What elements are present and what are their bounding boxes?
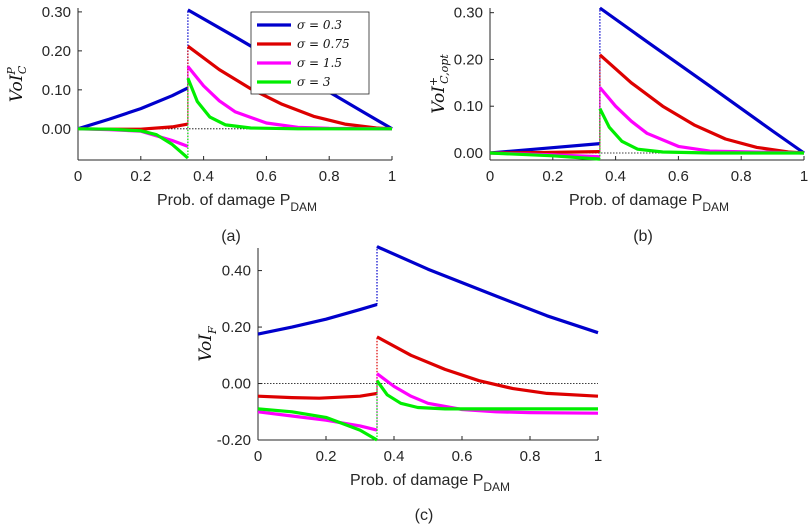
series-sigma-3 <box>77 77 392 160</box>
y-axis-label: VoIPC <box>5 65 29 102</box>
x-tick-label: 0 <box>254 448 262 465</box>
series-line-right <box>376 372 599 415</box>
y-tick-label: 0.10 <box>42 82 71 99</box>
panel-caption: (b) <box>633 228 653 245</box>
x-tick-label: 1 <box>594 448 602 465</box>
y-tick-label: 0.00 <box>222 376 251 393</box>
series-line-left <box>257 302 378 336</box>
panel-b: 0 0.2 0.4 0.6 0.8 1 0.00 0.10 0.20 0.30 Prob. of d… <box>427 5 808 245</box>
x-axis-label-sub: DAM <box>290 200 317 214</box>
series-sigma-3 <box>257 379 598 442</box>
x-tick-label: 0.4 <box>193 168 214 185</box>
x-tick-label: 1 <box>388 168 396 185</box>
x-tick-label: 0.8 <box>731 168 752 185</box>
x-tick-label: 0.2 <box>542 168 563 185</box>
series-line-right <box>375 379 598 411</box>
panel-caption: (a) <box>221 228 241 245</box>
y-tick-label: 0.20 <box>454 51 483 68</box>
y-tick-label: 0.20 <box>222 319 251 336</box>
legend-entry: σ = 0.75 <box>297 37 350 51</box>
x-tick-label: 0.8 <box>319 168 340 185</box>
series-line-right <box>598 107 804 155</box>
x-tick-label: 0.2 <box>130 168 151 185</box>
series-line-left <box>77 86 189 131</box>
panel-c: 0 0.2 0.4 0.6 0.8 1 -0.20 0.00 0.20 0.40 Prob. of … <box>196 245 602 524</box>
series-line-right <box>376 245 599 335</box>
x-tick-label: 0.4 <box>384 448 405 465</box>
legend: σ = 0.3 σ = 0.75 σ = 1.5 σ = 3 <box>250 11 370 95</box>
series-line-right <box>186 77 392 131</box>
series-line-left <box>77 127 189 160</box>
series-line-right <box>598 6 805 155</box>
series-line-right <box>376 335 599 398</box>
panel-caption: (c) <box>415 507 434 524</box>
series-sigma-3 <box>489 107 804 161</box>
series-line-left <box>257 391 378 400</box>
series-line-left <box>257 410 378 432</box>
x-axis-label-sub: DAM <box>702 200 729 214</box>
x-tick-label: 0.6 <box>668 168 689 185</box>
series-line-left <box>257 407 378 442</box>
series-sigma-1-5 <box>257 372 599 432</box>
panel-a: 0 0.2 0.4 0.6 0.8 1 0.00 0.10 0.20 0.30 Prob. of d… <box>5 4 396 245</box>
series-line-right <box>598 86 805 155</box>
x-tick-label: 0 <box>74 168 82 185</box>
y-axis-label-base: VoI <box>196 334 216 362</box>
x-axis-label: Prob. of damage PDAM <box>569 192 729 214</box>
y-tick-label: 0.30 <box>42 4 71 21</box>
legend-entry: σ = 1.5 <box>297 56 342 70</box>
series-sigma-0-75 <box>257 335 599 400</box>
series-sigma-0-75 <box>489 53 805 155</box>
x-tick-label: 0.2 <box>316 448 337 465</box>
y-axis-label: VoIF <box>196 326 219 362</box>
x-axis-label: Prob. of damage PDAM <box>350 472 510 494</box>
x-axis-label-main: Prob. of damage P <box>569 192 702 209</box>
x-axis-label: Prob. of damage PDAM <box>157 192 317 214</box>
series-line-left <box>489 151 601 161</box>
x-axis-label-main: Prob. of damage P <box>157 192 290 209</box>
x-tick-label: 1 <box>800 168 808 185</box>
y-axis-label-sub: F <box>206 326 219 335</box>
x-axis-label-sub: DAM <box>483 480 510 494</box>
y-axis-label-sub: C,opt <box>438 54 451 84</box>
y-axis-label: VoI+C,opt <box>427 54 451 114</box>
y-tick-label: 0.30 <box>454 5 483 22</box>
x-axis-label-main: Prob. of damage P <box>350 472 483 489</box>
y-axis-label-base: VoI <box>7 74 27 102</box>
y-tick-label: 0.00 <box>454 145 483 162</box>
y-tick-label: 0.40 <box>222 263 251 280</box>
legend-entry: σ = 3 <box>297 75 331 89</box>
x-tick-label: 0 <box>486 168 494 185</box>
y-axis-label-sup: + <box>427 77 440 86</box>
series-sigma-0-3 <box>257 245 599 336</box>
y-tick-label: 0.00 <box>42 121 71 138</box>
x-tick-label: 0.8 <box>520 448 541 465</box>
y-axis-label-sub: C <box>16 65 29 74</box>
series-sigma-0-3 <box>489 6 805 155</box>
legend-entry: σ = 0.3 <box>297 18 342 32</box>
x-tick-label: 0.6 <box>452 448 473 465</box>
y-tick-label: 0.10 <box>454 98 483 115</box>
y-axis-label-sup: P <box>5 67 18 76</box>
y-tick-label: 0.20 <box>42 43 71 60</box>
x-tick-label: 0.6 <box>256 168 277 185</box>
y-axis-label-base: VoI <box>429 86 449 114</box>
series-line-right <box>598 53 805 155</box>
x-tick-label: 0.4 <box>605 168 626 185</box>
y-tick-label: -0.20 <box>217 432 251 449</box>
